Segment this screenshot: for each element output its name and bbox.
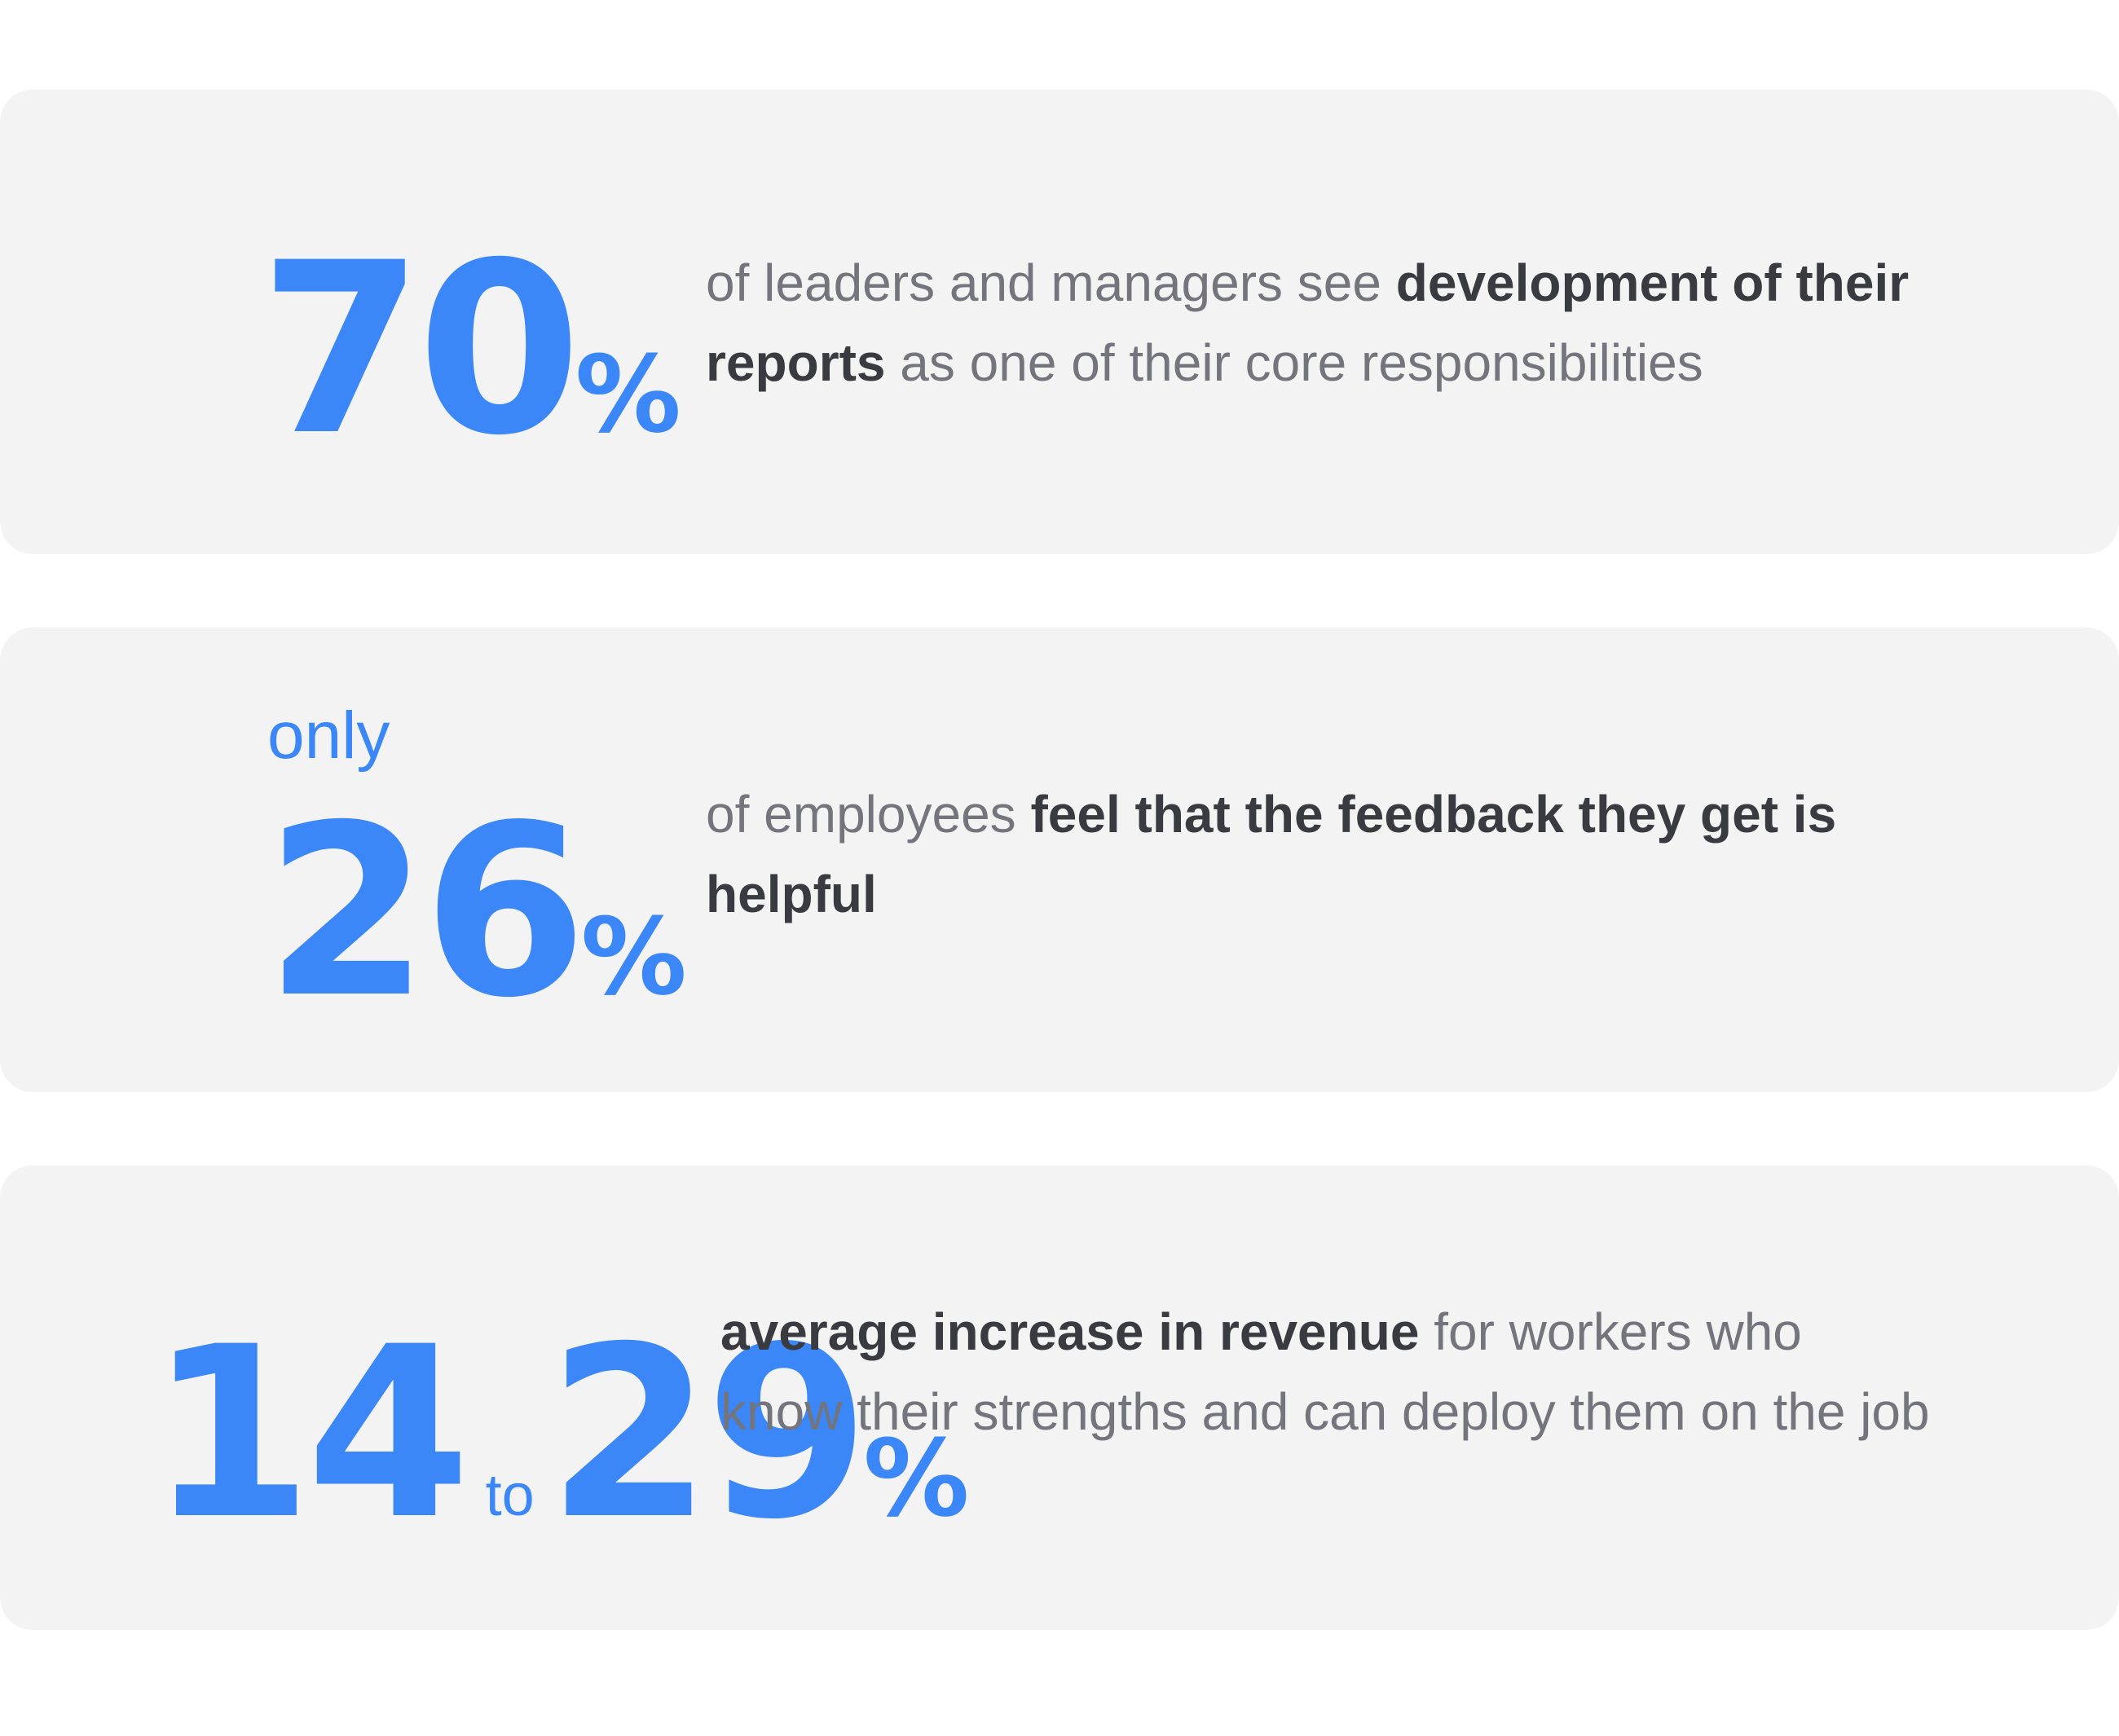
stat-range-end: 29 [547,1297,870,1571]
stat-card-2: only 26% of employees feel that the feed… [0,628,2119,1092]
stat-prefix: only [267,703,390,769]
stat-description-3: average increase in revenue for workers … [720,1292,1935,1452]
stat-text: as one of their core responsibilities [885,333,1703,392]
stat-value: 70 [259,213,582,487]
stat-unit: % [580,895,687,1019]
stat-text: for workers who know their strengths and… [720,1302,1930,1441]
stat-description-1: of leaders and managers see development … [706,243,2026,403]
stat-card-1: 70% of leaders and managers see developm… [0,90,2119,554]
stat-text: of employees [706,785,1031,844]
stat-value: 26 [265,775,588,1050]
stat-description-2: of employees feel that the feedback they… [706,774,1847,934]
stat-figure-3: 14 to29% [148,1316,969,1553]
stat-figure-2: 26% [265,795,687,1031]
stat-range-word: to [485,1463,535,1528]
stat-unit: % [863,1417,970,1540]
stat-text-emphasis: feel that the feedback they get is helpf… [706,785,1837,923]
stat-text-emphasis: development of their reports [706,253,1910,392]
stat-range-start: 14 [148,1297,471,1571]
stat-unit: % [575,333,681,456]
stat-text-emphasis: average increase in revenue [720,1302,1420,1361]
stat-text: of leaders and managers see [706,253,1396,312]
stat-prefix-word: only [267,698,390,773]
stat-figure-1: 70% [259,232,681,469]
stat-card-3: 14 to29% average increase in revenue for … [0,1165,2119,1630]
